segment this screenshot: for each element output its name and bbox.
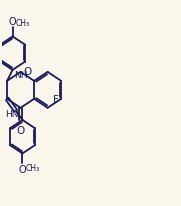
Text: CH₃: CH₃ xyxy=(26,163,40,172)
Text: NH: NH xyxy=(14,70,28,80)
Text: HN: HN xyxy=(5,109,18,118)
Text: F: F xyxy=(53,94,59,104)
Text: O: O xyxy=(24,67,32,77)
Text: O: O xyxy=(19,164,26,174)
Text: CH₃: CH₃ xyxy=(16,19,30,28)
Text: O: O xyxy=(16,125,24,135)
Text: O: O xyxy=(9,17,16,27)
